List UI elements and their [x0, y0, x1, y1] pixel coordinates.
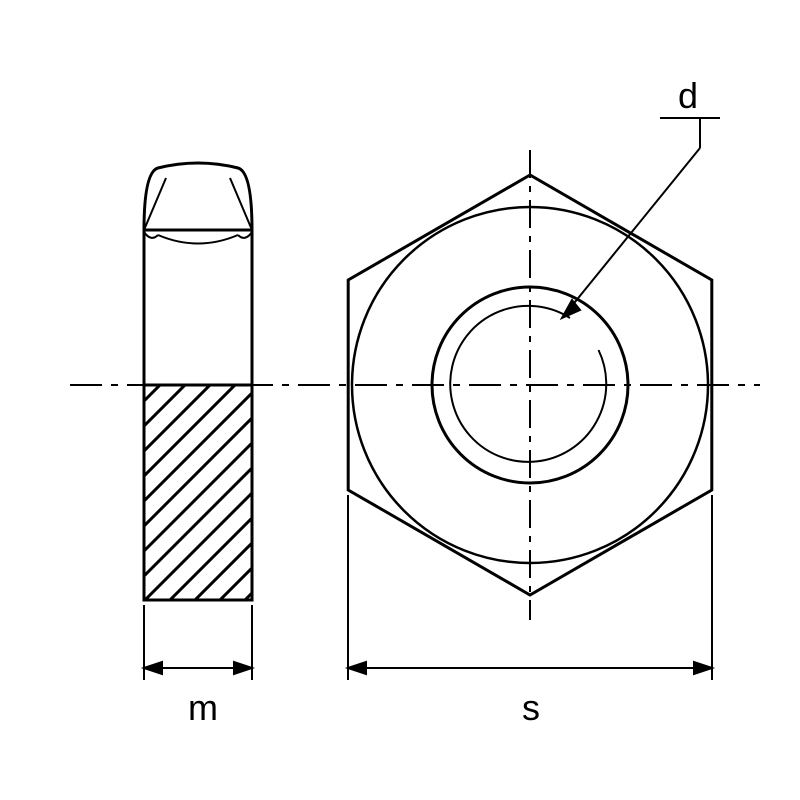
side-view: [100, 163, 320, 745]
label-s: s: [522, 687, 540, 728]
label-m: m: [188, 687, 218, 728]
label-d: d: [678, 75, 698, 116]
dimension-m: [144, 605, 252, 680]
dimension-d: [562, 118, 720, 318]
technical-drawing: m s d: [0, 0, 800, 800]
